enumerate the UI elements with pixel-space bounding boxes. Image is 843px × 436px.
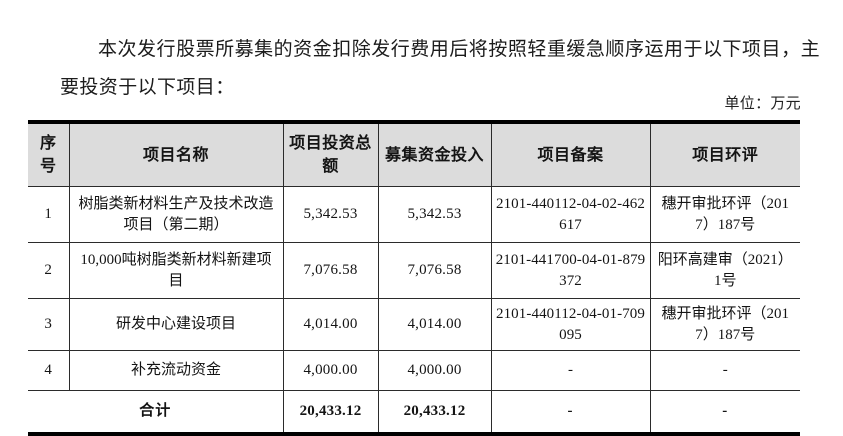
unit-note: 单位：万元 bbox=[724, 96, 801, 112]
intro-paragraph: 本次发行股票所募集的资金扣除发行费用后将按照轻重缓急顺序运用于以下项目，主要投资… bbox=[60, 39, 820, 98]
investment-table-wrapper: 序号 项目名称 项目投资总额 募集资金投入 项目备案 项目环评 1 树脂类新材料… bbox=[28, 120, 800, 436]
column-header-environmental: 项目环评 bbox=[649, 122, 800, 187]
investment-projects-table: 序号 项目名称 项目投资总额 募集资金投入 项目备案 项目环评 1 树脂类新材料… bbox=[28, 120, 800, 436]
cell-raised: 5,342.53 bbox=[377, 186, 492, 243]
cell-total-filing: - bbox=[490, 390, 651, 434]
cell-filing: 2101-440112-04-01-709095 bbox=[490, 298, 651, 351]
cell-total-raised: 20,433.12 bbox=[377, 390, 492, 434]
cell-raised: 4,014.00 bbox=[377, 298, 492, 351]
cell-total-investment: 20,433.12 bbox=[282, 390, 379, 434]
table-row: 3 研发中心建设项目 4,014.00 4,014.00 2101-440112… bbox=[28, 298, 800, 351]
cell-total-label: 合计 bbox=[28, 390, 284, 434]
cell-project-name: 树脂类新材料生产及技术改造项目（第二期） bbox=[68, 186, 284, 243]
column-header-raised-funds: 募集资金投入 bbox=[377, 122, 492, 187]
cell-environmental: 阳环高建审（2021）1号 bbox=[649, 242, 800, 299]
cell-project-name: 研发中心建设项目 bbox=[68, 298, 284, 351]
document-page: 本次发行股票所募集的资金扣除发行费用后将按照轻重缓急顺序运用于以下项目，主要投资… bbox=[28, 39, 820, 436]
cell-seq: 3 bbox=[28, 298, 70, 351]
cell-environmental: 穗开审批环评（2017）187号 bbox=[649, 298, 800, 351]
table-row: 4 补充流动资金 4,000.00 4,000.00 - - bbox=[28, 350, 800, 391]
column-header-seq: 序号 bbox=[28, 122, 70, 187]
cell-raised: 4,000.00 bbox=[377, 350, 492, 391]
cell-raised: 7,076.58 bbox=[377, 242, 492, 299]
cell-environmental: - bbox=[649, 350, 800, 391]
column-header-filing: 项目备案 bbox=[490, 122, 651, 187]
cell-filing: - bbox=[490, 350, 651, 391]
column-header-project-name: 项目名称 bbox=[68, 122, 284, 187]
cell-environmental: 穗开审批环评（2017）187号 bbox=[649, 186, 800, 243]
cell-total: 5,342.53 bbox=[282, 186, 379, 243]
cell-total: 4,000.00 bbox=[282, 350, 379, 391]
cell-total: 7,076.58 bbox=[282, 242, 379, 299]
table-row: 1 树脂类新材料生产及技术改造项目（第二期） 5,342.53 5,342.53… bbox=[28, 186, 800, 243]
column-header-total-investment: 项目投资总额 bbox=[282, 122, 379, 187]
cell-project-name: 补充流动资金 bbox=[68, 350, 284, 391]
cell-seq: 4 bbox=[28, 350, 70, 391]
cell-project-name: 10,000吨树脂类新材料新建项目 bbox=[68, 242, 284, 299]
cell-total-environmental: - bbox=[649, 390, 800, 434]
cell-filing: 2101-440112-04-02-462617 bbox=[490, 186, 651, 243]
table-row: 2 10,000吨树脂类新材料新建项目 7,076.58 7,076.58 21… bbox=[28, 242, 800, 299]
cell-seq: 2 bbox=[28, 242, 70, 299]
table-total-row: 合计 20,433.12 20,433.12 - - bbox=[28, 390, 800, 434]
cell-total: 4,014.00 bbox=[282, 298, 379, 351]
cell-seq: 1 bbox=[28, 186, 70, 243]
table-header-row: 序号 项目名称 项目投资总额 募集资金投入 项目备案 项目环评 bbox=[28, 122, 800, 187]
cell-filing: 2101-441700-04-01-879372 bbox=[490, 242, 651, 299]
